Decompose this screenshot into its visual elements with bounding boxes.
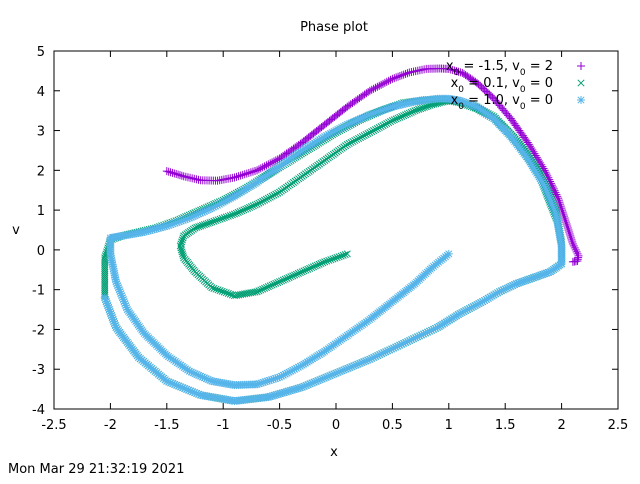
x-tick-label: -2: [104, 418, 117, 433]
y-tick-label: 2: [37, 164, 45, 179]
data-point: [565, 228, 573, 236]
legend: x0 = -1.5, v0 = 2x0 = 0.1, v0 = 0x0 = 1.…: [446, 59, 585, 112]
data-point: [178, 172, 186, 180]
timestamp-footer: Mon Mar 29 21:32:19 2021: [8, 462, 184, 477]
x-tick-label: 2.5: [608, 418, 629, 433]
data-point: [230, 173, 238, 181]
data-point: [396, 72, 404, 80]
y-axis-label: v: [12, 223, 20, 238]
x-tick-label: -2.5: [41, 418, 66, 433]
data-point: [176, 171, 184, 179]
data-point: [168, 169, 176, 177]
y-tick-label: 0: [37, 244, 45, 259]
legend-marker: [577, 96, 585, 104]
data-point: [165, 168, 173, 176]
legend-marker: [577, 62, 585, 70]
data-point: [394, 73, 402, 81]
data-point: [564, 224, 572, 232]
x-tick-label: 1.5: [495, 418, 516, 433]
data-point: [170, 169, 178, 177]
legend-text: = 0: [526, 93, 553, 108]
data-point: [568, 236, 576, 244]
data-point: [172, 170, 180, 178]
data-point: [247, 168, 255, 176]
data-point: [163, 167, 171, 175]
legend-text: = 0.1, v: [464, 76, 520, 91]
legend-text: = -1.5, v: [459, 59, 520, 74]
x-tick-label: 0: [332, 418, 340, 433]
data-point: [560, 212, 568, 220]
data-point: [174, 171, 182, 179]
data-point: [563, 220, 571, 228]
data-point: [561, 214, 569, 222]
data-point: [566, 232, 574, 240]
data-point: [402, 70, 410, 78]
data-point: [562, 218, 570, 226]
y-tick-label: -1: [32, 284, 45, 299]
data-point: [567, 234, 575, 242]
y-tick-label: -2: [32, 323, 45, 338]
data-point: [249, 168, 257, 176]
data-point: [243, 170, 251, 178]
data-point: [101, 294, 109, 302]
data-point: [398, 71, 406, 79]
data-point: [400, 71, 408, 79]
y-tick-label: -4: [32, 403, 45, 418]
data-point: [563, 222, 571, 230]
legend-text: = 1.0, v: [464, 93, 520, 108]
x-tick-label: 1: [445, 418, 453, 433]
x-tick-label: 2: [557, 418, 565, 433]
x-tick-label: -0.5: [267, 418, 292, 433]
series-3: [101, 95, 566, 405]
data-point: [564, 226, 572, 234]
legend-marker: [578, 80, 584, 86]
data-point: [239, 171, 247, 179]
data-point: [403, 69, 411, 77]
legend-text: = 0: [526, 76, 553, 91]
data-point: [167, 168, 175, 176]
x-tick-label: -1: [217, 418, 230, 433]
y-tick-label: -3: [32, 363, 45, 378]
legend-text: = 2: [526, 59, 553, 74]
data-point: [235, 172, 243, 180]
y-tick-label: 1: [37, 204, 45, 219]
data-point: [233, 173, 241, 181]
x-tick-label: -1.5: [154, 418, 179, 433]
data-point: [245, 169, 253, 177]
data-point: [237, 172, 245, 180]
data-points: [101, 65, 583, 406]
y-tick-label: 3: [37, 125, 45, 140]
y-tick-label: 4: [37, 85, 45, 100]
y-tick-label: 5: [37, 45, 45, 60]
data-point: [566, 230, 574, 238]
data-point: [561, 216, 569, 224]
data-point: [559, 210, 567, 218]
chart-title: Phase plot: [300, 20, 368, 35]
x-tick-label: 0.5: [382, 418, 403, 433]
data-point: [241, 170, 249, 178]
data-point: [559, 208, 567, 216]
x-axis-label: x: [330, 445, 338, 460]
